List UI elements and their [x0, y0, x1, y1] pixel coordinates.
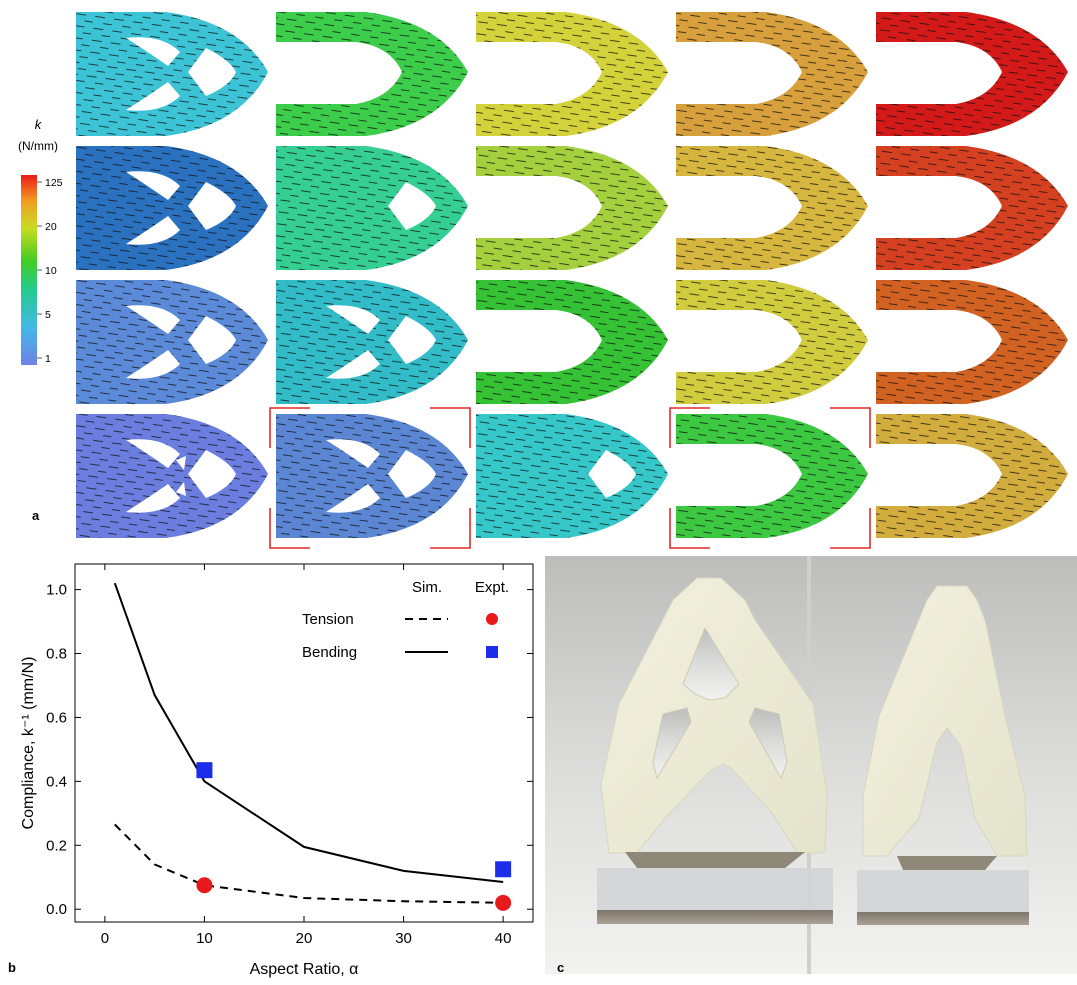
panel-a: k (N/mm) 125 20 10 5 1 a: [18, 12, 1068, 549]
panel-c-label: c: [557, 960, 564, 975]
highlight-brackets: [269, 407, 871, 549]
sim-line-bending: [113, 582, 504, 884]
stiffness-cell-r3-c3: [476, 280, 668, 404]
stiffness-cell-r3-c1: [76, 280, 268, 404]
y-tick-label: 0.2: [46, 837, 67, 854]
stiffness-grid: k (N/mm) 125 20 10 5 1 a: [18, 12, 1068, 549]
stiffness-cell-r1-c2: [276, 12, 468, 136]
expt-point-bending: [495, 861, 512, 878]
colorbar-tick-label: 125: [45, 177, 63, 189]
sim-line-tension: [114, 823, 504, 904]
stiffness-cell-r1-c4: [676, 12, 868, 136]
expt-point-bending: [196, 762, 213, 779]
legend-marker-bending: [486, 646, 498, 658]
legend-marker-tension: [486, 613, 498, 625]
panel-a-label: a: [32, 508, 40, 523]
stiffness-cell-r4-c2: [276, 414, 468, 538]
panel-c: c: [545, 556, 1077, 980]
colorbar: k (N/mm) 125 20 10 5 1: [18, 117, 63, 365]
panel-b: 0 10 20 30 40 0.0 0.2 0.4 0.6 0.8 1.0 Aspect Ratio,…: [0, 552, 545, 980]
stiffness-cell-r2-c3: [476, 146, 668, 270]
x-tick-label: 30: [395, 930, 412, 947]
x-tick-label: 0: [101, 930, 109, 947]
printed-specimens-photo: c: [545, 556, 1077, 975]
legend-expt-header: Expt.: [475, 579, 509, 596]
legend-sim-header: Sim.: [412, 579, 442, 596]
stiffness-cell-r4-c5: [876, 414, 1068, 538]
x-axis-label: Aspect Ratio, α: [250, 961, 359, 978]
stiffness-cell-r2-c5: [876, 146, 1068, 270]
y-tick-label: 0.8: [46, 646, 67, 663]
stiffness-cell-r3-c5: [876, 280, 1068, 404]
colorbar-gradient: [21, 175, 37, 365]
colorbar-tick-label: 20: [45, 221, 57, 233]
stiffness-cell-r4-c3: [476, 414, 668, 538]
solid-specimen: [857, 585, 1029, 925]
y-axis-label: Compliance, k⁻¹ (mm/N): [20, 657, 37, 830]
y-tick-label: 0.0: [46, 901, 67, 918]
legend-label-bending: Bending: [302, 644, 357, 661]
stiffness-cell-r2-c1: [76, 146, 268, 270]
bracket-row4-col2: [269, 407, 471, 549]
stiffness-cell-r1-c3: [476, 12, 668, 136]
colorbar-unit: (N/mm): [18, 139, 58, 153]
bracket-row4-col4: [669, 407, 871, 549]
stiffness-cell-r2-c2: [276, 146, 468, 270]
x-tick-label: 20: [296, 930, 313, 947]
stiffness-cell-r3-c4: [676, 280, 868, 404]
x-tick-label: 40: [495, 930, 512, 947]
stiffness-cell-r4-c4: [676, 414, 868, 538]
legend: Sim. Expt. Tension Bending: [302, 579, 509, 661]
lattice-specimen: [597, 577, 833, 924]
legend-label-tension: Tension: [302, 611, 354, 628]
colorbar-tick-label: 1: [45, 353, 51, 365]
expt-point-tension: [495, 894, 512, 911]
colorbar-symbol: k: [35, 117, 43, 132]
stiffness-cell-r4-c1: [76, 414, 268, 538]
stiffness-cell-r2-c4: [676, 146, 868, 270]
stiffness-cell-r3-c2: [276, 280, 468, 404]
y-tick-label: 0.6: [46, 709, 67, 726]
stiffness-cell-r1-c5: [876, 12, 1068, 136]
expt-point-tension: [196, 877, 213, 894]
colorbar-tick-label: 5: [45, 309, 51, 321]
panel-b-label: b: [8, 960, 16, 975]
stiffness-cell-r1-c1: [76, 12, 268, 136]
compliance-chart: 0 10 20 30 40 0.0 0.2 0.4 0.6 0.8 1.0 Aspect Ratio,…: [8, 563, 534, 978]
y-tick-label: 1.0: [46, 582, 67, 599]
y-tick-label: 0.4: [46, 773, 67, 790]
x-tick-label: 10: [196, 930, 213, 947]
colorbar-tick-label: 10: [45, 265, 57, 277]
